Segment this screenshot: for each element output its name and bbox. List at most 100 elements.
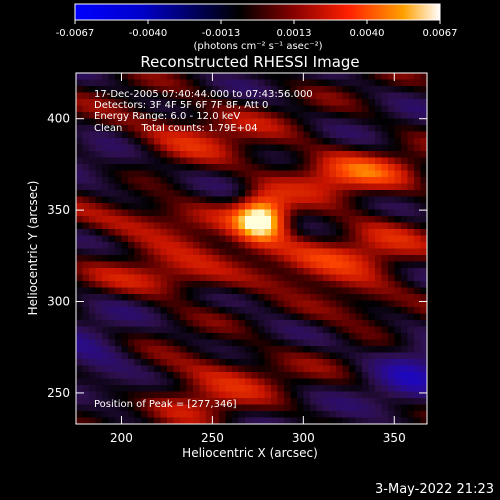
- heatmap-cell: [219, 281, 227, 289]
- heatmap-cell: [394, 398, 402, 406]
- heatmap-cell: [310, 151, 318, 159]
- heatmap-cell: [394, 99, 402, 107]
- heatmap-cell: [147, 105, 155, 113]
- heatmap-cell: [102, 287, 110, 295]
- heatmap-cell: [141, 229, 149, 237]
- heatmap-cell: [206, 378, 214, 386]
- heatmap-cell: [336, 92, 344, 100]
- heatmap-cell: [349, 196, 357, 204]
- heatmap-cell: [258, 320, 266, 328]
- heatmap-cell: [375, 164, 383, 172]
- heatmap-cell: [284, 339, 292, 347]
- heatmap-cell: [115, 346, 123, 354]
- heatmap-cell: [290, 248, 298, 256]
- heatmap-cell: [414, 352, 422, 360]
- heatmap-cell: [141, 112, 149, 120]
- heatmap-cell: [219, 294, 227, 302]
- heatmap-cell: [76, 359, 84, 367]
- heatmap-cell: [342, 333, 350, 341]
- heatmap-cell: [310, 235, 318, 243]
- heatmap-cell: [147, 177, 155, 185]
- heatmap-cell: [167, 333, 175, 341]
- heatmap-cell: [134, 326, 142, 334]
- heatmap-cell: [362, 209, 370, 217]
- heatmap-cell: [121, 242, 129, 250]
- heatmap-cell: [329, 320, 337, 328]
- heatmap-cell: [180, 274, 188, 282]
- heatmap-cell: [368, 105, 376, 113]
- heatmap-cell: [180, 352, 188, 360]
- heatmap-cell: [258, 281, 266, 289]
- heatmap-cell: [342, 229, 350, 237]
- heatmap-cell: [381, 157, 389, 165]
- heatmap-cell: [316, 73, 324, 81]
- heatmap-cell: [160, 359, 168, 367]
- heatmap-cell: [82, 274, 90, 282]
- heatmap-cell: [128, 320, 136, 328]
- heatmap-cell: [199, 339, 207, 347]
- heatmap-cell: [167, 339, 175, 347]
- heatmap-cell: [355, 235, 363, 243]
- heatmap-cell: [388, 242, 396, 250]
- heatmap-cell: [219, 307, 227, 315]
- heatmap-cell: [414, 73, 422, 81]
- heatmap-cell: [414, 274, 422, 282]
- heatmap-cell: [89, 372, 97, 380]
- heatmap-cell: [401, 105, 409, 113]
- heatmap-cell: [336, 294, 344, 302]
- heatmap-cell: [95, 190, 103, 198]
- heatmap-cell: [290, 320, 298, 328]
- heatmap-cell: [407, 209, 415, 217]
- heatmap-cell: [186, 339, 194, 347]
- heatmap-cell: [414, 391, 422, 399]
- heatmap-cell: [414, 138, 422, 146]
- heatmap-cell: [420, 209, 427, 217]
- heatmap-cell: [323, 313, 331, 321]
- heatmap-cell: [316, 131, 324, 139]
- heatmap-cell: [219, 144, 227, 152]
- heatmap-cell: [95, 411, 103, 419]
- heatmap-cell: [388, 255, 396, 263]
- heatmap-cell: [225, 144, 233, 152]
- heatmap-cell: [225, 203, 233, 211]
- heatmap-cell: [362, 177, 370, 185]
- heatmap-cell: [388, 105, 396, 113]
- heatmap-cell: [323, 346, 331, 354]
- heatmap-cell: [193, 261, 201, 269]
- heatmap-cell: [121, 378, 129, 386]
- colorbar-ticks: -0.0067 -0.0040 -0.0013 0.0013 0.0040 0.0067: [56, 20, 458, 39]
- heatmap-cell: [167, 92, 175, 100]
- heatmap-image: [76, 73, 427, 424]
- heatmap-cell: [82, 118, 90, 126]
- heatmap-cell: [121, 209, 129, 217]
- heatmap-cell: [381, 196, 389, 204]
- heatmap-cell: [368, 209, 376, 217]
- heatmap-cell: [342, 105, 350, 113]
- heatmap-cell: [258, 333, 266, 341]
- heatmap-cell: [115, 307, 123, 315]
- heatmap-cell: [199, 86, 207, 94]
- heatmap-cell: [394, 164, 402, 172]
- heatmap-cell: [108, 411, 116, 419]
- heatmap-cell: [303, 196, 311, 204]
- heatmap-cell: [310, 209, 318, 217]
- heatmap-cell: [290, 268, 298, 276]
- heatmap-cell: [173, 196, 181, 204]
- heatmap-cell: [76, 391, 84, 399]
- heatmap-cell: [206, 105, 214, 113]
- heatmap-cell: [323, 131, 331, 139]
- heatmap-cell: [336, 222, 344, 230]
- heatmap-cell: [303, 300, 311, 308]
- heatmap-cell: [76, 170, 84, 178]
- heatmap-cell: [271, 183, 279, 191]
- heatmap-cell: [160, 417, 168, 424]
- heatmap-cell: [76, 242, 84, 250]
- heatmap-cell: [342, 281, 350, 289]
- heatmap-cell: [76, 346, 84, 354]
- heatmap-cell: [89, 248, 97, 256]
- footer-timestamp: 3-May-2022 21:23: [375, 482, 494, 497]
- heatmap-cell: [121, 235, 129, 243]
- heatmap-cell: [141, 281, 149, 289]
- heatmap-cell: [349, 209, 357, 217]
- heatmap-cell: [284, 326, 292, 334]
